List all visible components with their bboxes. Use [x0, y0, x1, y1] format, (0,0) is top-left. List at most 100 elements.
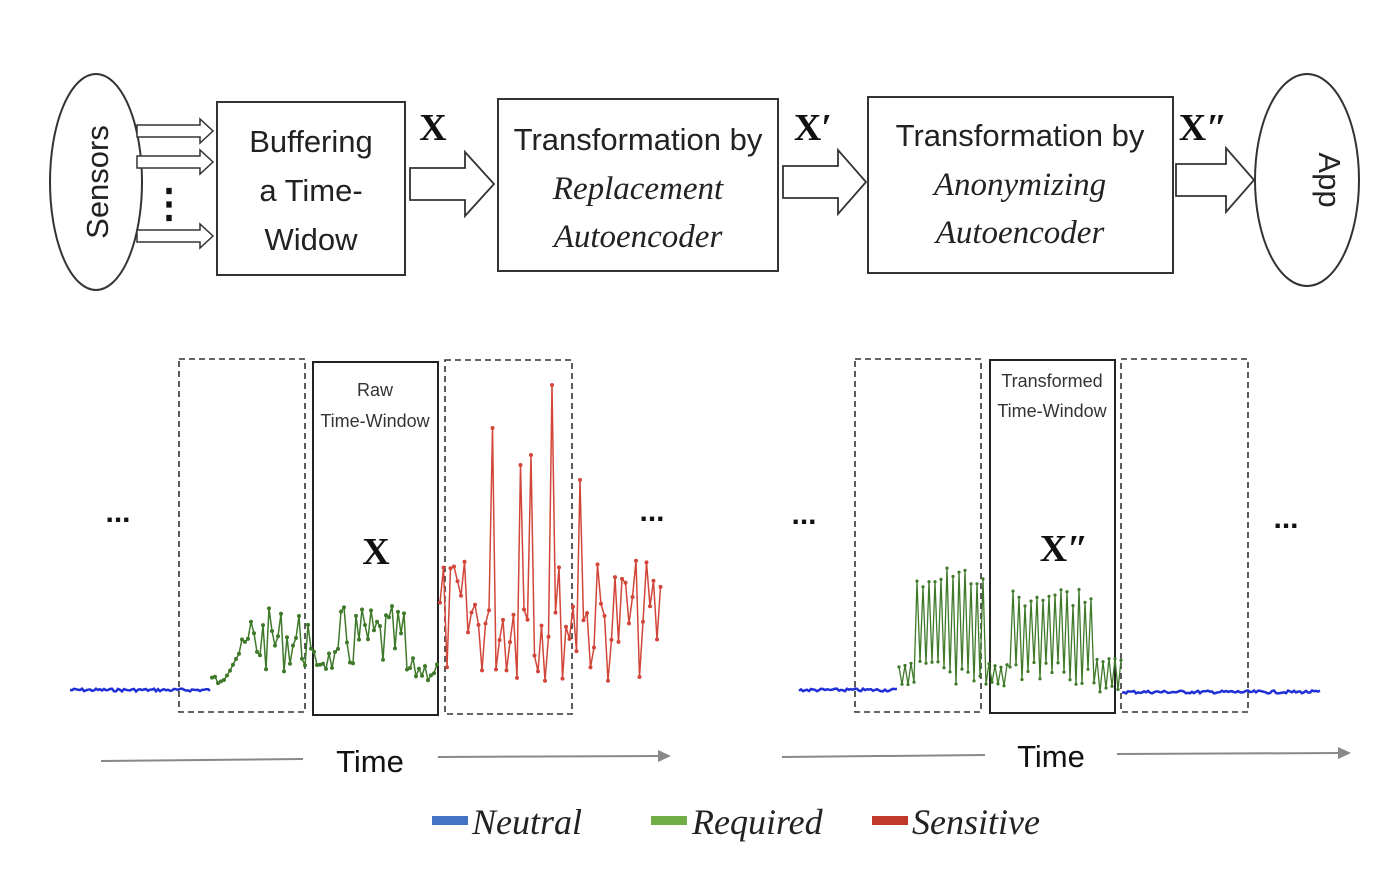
left-time-axis-left: [100, 758, 304, 762]
signal-point: [435, 662, 439, 667]
signal-point: [951, 574, 955, 579]
signal-point: [948, 670, 952, 674]
signal-point: [375, 619, 379, 624]
sensor-arrow-2: [136, 148, 215, 176]
signal-point: [515, 675, 519, 680]
signal-point: [921, 585, 925, 589]
transformed-window-label-2: Time-Window: [997, 401, 1107, 421]
signal-point: [276, 634, 280, 639]
signal-point: [588, 665, 593, 670]
signal-point: [620, 576, 624, 581]
signal-point: [606, 678, 610, 683]
signal-point: [999, 665, 1003, 669]
signal-point: [294, 636, 298, 640]
signal-point: [363, 623, 367, 627]
signal-point: [1065, 590, 1069, 594]
signal-point: [279, 611, 283, 616]
signal-point: [426, 678, 430, 683]
legend-label-required: Required: [691, 802, 824, 842]
signal-point: [1008, 665, 1012, 669]
signal-point: [648, 604, 652, 609]
signal-point: [969, 582, 973, 586]
signal-point: [627, 621, 631, 626]
signal-point: [1059, 588, 1063, 592]
signal-point: [613, 575, 617, 580]
signal-point: [954, 682, 958, 686]
signal-point: [303, 663, 307, 668]
signal-point: [469, 610, 474, 615]
signal-point: [592, 645, 596, 650]
signal-point: [651, 578, 656, 583]
signal-point: [222, 678, 226, 682]
legend-label-sensitive: Sensitive: [912, 802, 1040, 842]
signal-point: [225, 673, 229, 678]
signal-point: [405, 667, 409, 672]
signal-point: [918, 659, 922, 664]
signal-point: [267, 606, 271, 611]
signal-point: [933, 580, 937, 584]
signal-point: [351, 661, 355, 666]
signal-point: [957, 570, 961, 574]
signal-point: [564, 624, 568, 629]
left-dashed-window-2: [444, 359, 573, 715]
signal-point: [336, 646, 340, 651]
app-label: App: [1312, 152, 1347, 207]
signal-point: [384, 613, 388, 618]
buffering-box: Buffering a Time- Widow: [216, 101, 406, 276]
signal-point: [399, 631, 403, 636]
app-node: App: [1254, 73, 1360, 287]
signal-point: [255, 649, 259, 654]
left-sensitive-series: [439, 384, 662, 681]
left-time-label: Time: [336, 744, 404, 779]
replacement-rect: [497, 98, 779, 272]
anonymizing-line-3: Autoencoder: [934, 215, 1105, 251]
left-time-arrowhead: [658, 750, 671, 762]
signal-point: [1029, 599, 1033, 603]
signal-point: [644, 560, 649, 565]
signal-point: [975, 582, 979, 586]
signal-point: [249, 619, 253, 624]
signal-point: [339, 609, 343, 614]
signal-point: [993, 664, 997, 668]
signal-point: [990, 680, 994, 684]
signal-point: [366, 637, 370, 642]
signal-point: [1077, 587, 1081, 592]
signal-point: [282, 669, 286, 674]
right-required-points: [897, 566, 1123, 694]
signal-point: [1053, 593, 1057, 597]
right-plot-ellipsis-right: ...: [1273, 502, 1298, 535]
buffering-rect: [216, 101, 406, 276]
signal-point: [963, 568, 967, 572]
signal-point: [658, 584, 663, 589]
right-dashed-window-2: [1120, 358, 1249, 713]
signal-point: [432, 671, 436, 676]
signal-point: [273, 643, 277, 648]
signal-point: [210, 675, 214, 680]
signal-point: [1101, 660, 1105, 664]
raw-window-symbol: X: [362, 531, 389, 573]
signal-point: [595, 562, 600, 567]
arrow-x-prime: X′: [782, 107, 868, 217]
vertical-dots: ⋮: [149, 181, 189, 226]
signal-point: [483, 621, 488, 626]
signal-point: [462, 559, 467, 564]
replacement-line-1: Transformation by: [514, 122, 763, 157]
signal-point: [264, 667, 268, 672]
signal-point: [300, 656, 304, 661]
signal-point: [1047, 594, 1051, 598]
right-plot: Transformed Time-Window X″ ... ... Time: [781, 358, 1351, 774]
signal-point: [381, 657, 385, 662]
signal-point: [1035, 595, 1039, 600]
big-arrow-1: [409, 149, 496, 219]
signal-point: [522, 607, 526, 612]
signal-point: [1023, 604, 1027, 608]
sensor-arrow-1: [136, 117, 215, 145]
signal-point: [252, 631, 256, 636]
signal-point: [402, 611, 406, 616]
signal-point: [511, 612, 516, 617]
signal-point: [429, 673, 433, 678]
legend: Neutral Required Sensitive: [432, 802, 1040, 842]
left-dashed-window-1: [178, 358, 306, 713]
signal-point: [1056, 661, 1060, 665]
